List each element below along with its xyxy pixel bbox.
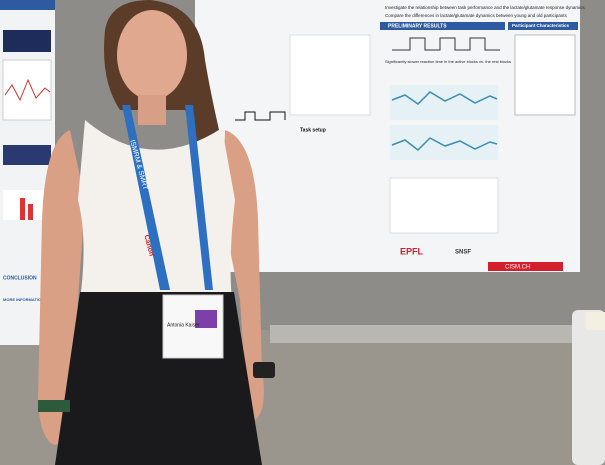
plot-line [4,78,51,102]
logo-strip [195,258,580,272]
logo: EPFL [400,246,424,256]
logo: CISM.CH [505,265,530,271]
section-header: PRELIMINARY RESULTS [388,23,447,29]
brain-images [3,30,51,52]
poster-band [0,0,55,10]
badge-name: Antonia Kaiser [167,322,200,328]
plot [390,125,498,160]
objective: Compare the differences in lactate/gluta… [385,13,568,18]
logo-band [488,262,563,271]
plot-line [391,137,498,151]
watch [253,362,275,378]
bottle [572,310,605,465]
lanyard [122,105,170,290]
bar [20,198,25,220]
cup [586,312,605,330]
badge-flag [195,310,217,328]
objective: Investigate the relationship between tas… [385,5,585,10]
header-band [380,22,505,30]
bracelet [38,400,70,412]
lanyard [185,105,213,290]
section-header: Participant Characteristics [512,23,570,28]
task-diagram [235,111,286,121]
brain-images [3,145,51,165]
block-design [392,37,500,51]
scatter-plot [389,177,499,234]
section-header: CONCLUSION [3,275,37,281]
result-note: Significantly slower reaction time in th… [385,59,511,64]
plot [390,85,498,120]
bar [28,204,33,220]
face [117,10,187,100]
task-setup: Task setup [300,127,326,133]
logo: SNSF [455,250,471,256]
spectrum-plot [289,34,371,116]
header-band [508,22,578,30]
skirt [55,292,262,465]
table [514,34,576,116]
plot-line [391,91,498,105]
section-header: MORE INFORMATION [3,297,44,302]
table-edge [270,325,605,343]
neck [138,95,166,125]
